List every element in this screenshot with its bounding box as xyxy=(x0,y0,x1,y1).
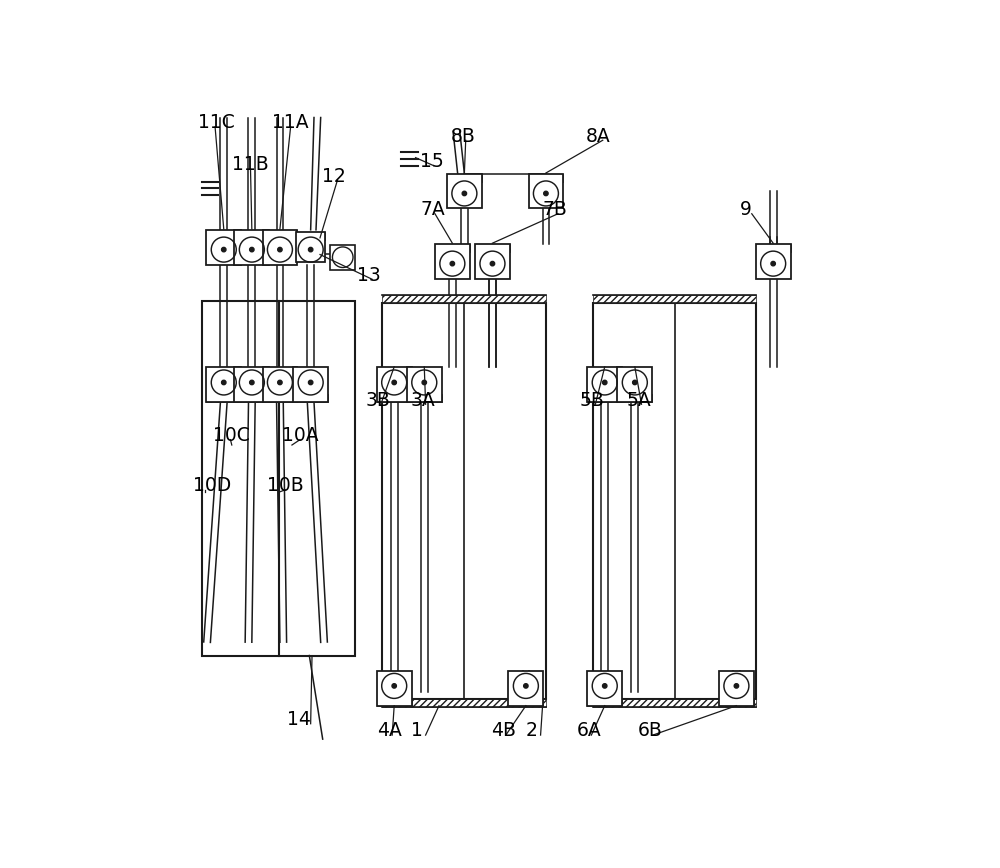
Bar xyxy=(719,671,754,706)
Bar xyxy=(435,244,470,279)
Text: 8A: 8A xyxy=(586,127,611,146)
Text: 11C: 11C xyxy=(198,113,235,132)
Bar xyxy=(296,233,325,240)
Text: 13: 13 xyxy=(357,266,381,285)
Text: 3A: 3A xyxy=(411,391,436,410)
Bar xyxy=(293,367,328,402)
Bar xyxy=(382,303,546,699)
Bar xyxy=(587,671,622,706)
Bar xyxy=(475,244,510,279)
Circle shape xyxy=(422,380,426,385)
Bar xyxy=(382,699,546,707)
Bar xyxy=(263,367,297,402)
Circle shape xyxy=(633,380,637,385)
Bar xyxy=(447,174,482,181)
Bar xyxy=(756,244,791,279)
Text: 10B: 10B xyxy=(267,477,303,495)
Bar xyxy=(407,394,442,402)
Bar xyxy=(377,698,412,706)
Circle shape xyxy=(392,684,396,688)
Circle shape xyxy=(544,191,548,195)
Bar xyxy=(377,671,412,706)
Bar xyxy=(234,230,269,265)
Text: 1: 1 xyxy=(411,721,423,740)
Text: 4A: 4A xyxy=(377,721,402,740)
Bar xyxy=(234,394,269,402)
Circle shape xyxy=(490,261,495,266)
Circle shape xyxy=(250,380,254,385)
Text: 14: 14 xyxy=(287,710,310,729)
Circle shape xyxy=(462,191,467,195)
Text: 8B: 8B xyxy=(451,127,476,146)
Bar xyxy=(293,394,328,402)
Text: 6B: 6B xyxy=(638,721,663,740)
Circle shape xyxy=(603,684,607,688)
Bar xyxy=(263,394,297,402)
Bar xyxy=(206,230,241,265)
Circle shape xyxy=(734,684,739,688)
Text: 5B: 5B xyxy=(580,391,605,410)
Bar xyxy=(234,230,269,238)
Text: 4B: 4B xyxy=(491,721,516,740)
Bar xyxy=(593,303,756,699)
Circle shape xyxy=(278,380,282,385)
Bar xyxy=(719,698,754,706)
Text: 10D: 10D xyxy=(193,477,231,495)
Bar xyxy=(263,230,297,238)
Bar xyxy=(756,244,791,252)
Bar xyxy=(206,367,241,402)
Text: 7B: 7B xyxy=(543,201,567,219)
Bar xyxy=(593,294,756,303)
Circle shape xyxy=(603,380,607,385)
Bar xyxy=(508,698,543,706)
Circle shape xyxy=(450,261,455,266)
Text: 9: 9 xyxy=(740,201,752,219)
Circle shape xyxy=(222,380,226,385)
Bar xyxy=(529,174,563,181)
Bar xyxy=(206,230,241,238)
Text: 11A: 11A xyxy=(272,113,309,132)
Bar xyxy=(587,367,622,402)
Bar xyxy=(617,367,652,402)
Bar xyxy=(296,233,325,262)
Bar xyxy=(593,699,756,707)
Bar xyxy=(587,394,622,402)
Bar xyxy=(377,367,412,402)
Bar xyxy=(377,394,412,402)
Bar xyxy=(206,394,241,402)
Bar xyxy=(202,301,355,655)
Circle shape xyxy=(222,247,226,252)
Text: 5A: 5A xyxy=(626,391,651,410)
Bar xyxy=(529,174,563,208)
Circle shape xyxy=(308,380,313,385)
Text: 11B: 11B xyxy=(232,155,269,174)
Text: 7A: 7A xyxy=(420,201,445,219)
Bar xyxy=(407,367,442,402)
Circle shape xyxy=(250,247,254,252)
Bar xyxy=(263,230,297,265)
Text: 3B: 3B xyxy=(365,391,390,410)
Bar xyxy=(508,671,543,706)
Bar xyxy=(234,367,269,402)
Bar xyxy=(587,698,622,706)
Text: 15: 15 xyxy=(420,152,444,171)
Bar xyxy=(617,394,652,402)
Bar xyxy=(435,244,470,252)
Text: 10A: 10A xyxy=(282,426,319,445)
Circle shape xyxy=(278,247,282,252)
Bar xyxy=(330,245,355,270)
Circle shape xyxy=(392,380,396,385)
Circle shape xyxy=(524,684,528,688)
Bar xyxy=(382,294,546,303)
Bar xyxy=(447,174,482,208)
Text: 10C: 10C xyxy=(213,426,250,445)
Text: 6A: 6A xyxy=(577,721,601,740)
Circle shape xyxy=(771,261,775,266)
Text: 12: 12 xyxy=(322,167,346,186)
Bar xyxy=(475,244,510,252)
Circle shape xyxy=(308,247,313,252)
Text: 2: 2 xyxy=(526,721,538,740)
